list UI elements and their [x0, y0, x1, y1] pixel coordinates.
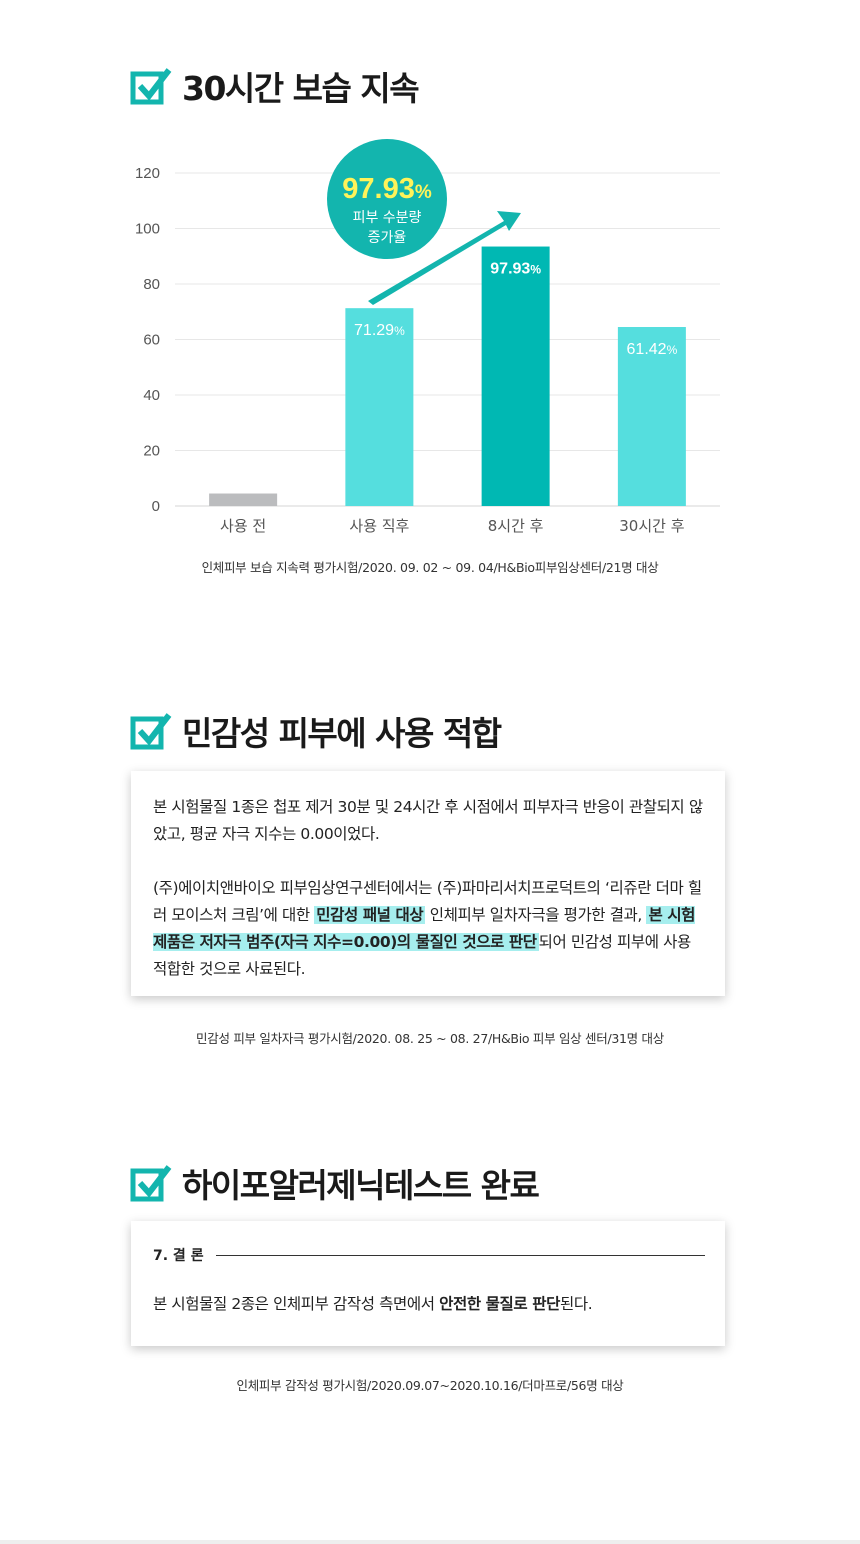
checkbox-check-icon: [130, 1165, 172, 1202]
badge-unit: %: [415, 182, 432, 203]
divider: [215, 1254, 705, 1256]
conclusion-heading: 7. 결 론: [153, 1245, 705, 1265]
y-tick-label: 20: [143, 443, 160, 460]
paragraph-text: 되어 민감성 피부에 사용 적합한 것으로 사료된다.: [153, 933, 691, 978]
section-title-hypoallergenic: 하이포알러제닉테스트 완료: [130, 1159, 540, 1207]
increase-badge: 97.93% 피부 수분량 증가율: [327, 139, 521, 305]
y-tick-label: 80: [143, 276, 160, 293]
y-tick-label: 0: [152, 498, 160, 515]
hypoallergenic-source-note: 인체피부 감작성 평가시험/2020.09.07~2020.10.16/더마프로…: [236, 1378, 624, 1393]
bar: [209, 493, 278, 506]
y-axis-ticks: 0 20 40 60 80 100 120: [135, 165, 160, 515]
checkbox-check-icon: [130, 713, 172, 750]
badge-circle: [327, 139, 447, 259]
paragraph-text: 본 시험물질 2종은 인체피부 감작성 측면에서: [153, 1295, 440, 1313]
checkbox-check-icon: [130, 68, 172, 105]
section-heading: 하이포알러제닉테스트 완료: [182, 1166, 540, 1205]
conclusion-text: 본 시험물질 2종은 인체피부 감작성 측면에서 안전한 물질로 판단된다.: [153, 1291, 705, 1318]
section-title-moisture: 30시간 보습 지속: [130, 62, 420, 110]
y-tick-label: 60: [143, 332, 160, 349]
conclusion-label: 7. 결 론: [153, 1248, 204, 1264]
chart-bars: 71.29% 97.93% 61.42%: [209, 246, 686, 506]
bar: [481, 246, 550, 506]
bar: [345, 308, 414, 506]
hypoallergenic-result-card: 7. 결 론 본 시험물질 2종은 인체피부 감작성 측면에서 안전한 물질로 …: [131, 1221, 725, 1346]
badge-value: 97.93: [342, 173, 415, 205]
y-tick-label: 100: [135, 221, 160, 238]
sensitive-source-note: 민감성 피부 일차자극 평가시험/2020. 08. 25 ~ 08. 27/H…: [196, 1031, 664, 1046]
bar-value-label: 97.93%: [490, 261, 541, 278]
result-paragraph-1: 본 시험물질 1종은 첩포 제거 30분 및 24시간 후 시점에서 피부자극 …: [153, 798, 703, 843]
bar: [617, 327, 686, 506]
section-heading: 민감성 피부에 사용 적합: [182, 714, 502, 753]
bar-value-label: 71.29%: [354, 322, 405, 339]
section-heading: 30시간 보습 지속: [182, 69, 420, 108]
x-category-label: 8시간 후: [488, 517, 544, 535]
svg-text:97.93%: 97.93%: [342, 173, 432, 205]
bar-value-label: 61.42%: [627, 341, 678, 358]
badge-line1: 피부 수분량: [353, 210, 422, 226]
x-axis-categories: 사용 전 사용 직후 8시간 후 30시간 후: [220, 517, 685, 535]
moisture-source-note: 인체피부 보습 지속력 평가시험/2020. 09. 02 ~ 09. 04/H…: [201, 560, 659, 575]
x-category-label: 사용 전: [220, 517, 266, 535]
paragraph-text: (주)에이치앤바이오 피부임상연구센터에서는 (주)파마리서치프로덕트의 ‘리쥬…: [153, 879, 702, 924]
section-title-sensitive: 민감성 피부에 사용 적합: [130, 707, 502, 755]
paragraph-text: 된다.: [559, 1295, 593, 1313]
y-tick-label: 40: [143, 387, 160, 404]
x-category-label: 30시간 후: [619, 517, 684, 535]
badge-line2: 증가율: [368, 230, 407, 246]
page-bottom-divider: [0, 1540, 860, 1544]
y-tick-label: 120: [135, 165, 160, 182]
trend-arrow: [368, 211, 521, 305]
paragraph-text: 인체피부 일차자극을 평가한 결과,: [425, 906, 647, 924]
x-category-label: 사용 직후: [349, 517, 409, 535]
bold-safe-material: 안전한 물질로 판단: [439, 1295, 560, 1313]
highlight-sensitive-panel: 민감성 패널 대상: [314, 906, 426, 924]
result-paragraph-2: (주)에이치앤바이오 피부임상연구센터에서는 (주)파마리서치프로덕트의 ‘리쥬…: [153, 875, 705, 983]
sensitive-result-card: 본 시험물질 1종은 첩포 제거 30분 및 24시간 후 시점에서 피부자극 …: [131, 771, 725, 996]
